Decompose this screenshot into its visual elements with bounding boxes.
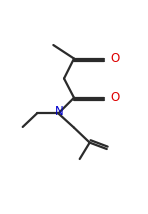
Text: O: O [110, 52, 120, 65]
Text: O: O [110, 91, 120, 104]
Text: N: N [55, 105, 63, 118]
